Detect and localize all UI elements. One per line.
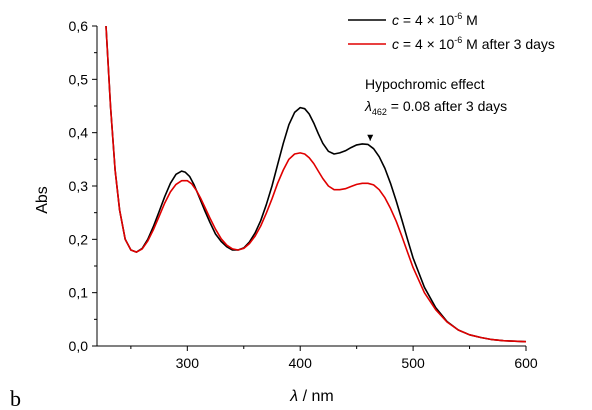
legend-exponent: -6 [454, 35, 462, 45]
x-tick-label: 500 [401, 355, 425, 371]
annotation-subscript: 462 [372, 107, 387, 117]
x-tick-label: 300 [176, 355, 200, 371]
x-tick-label: 400 [289, 355, 313, 371]
legend-value: = 4 × 10 [399, 36, 454, 52]
legend-unit: M after 3 days [462, 36, 555, 52]
y-tick-label: 0,5 [69, 71, 89, 87]
x-axis-label: λ / nm [289, 388, 333, 405]
y-tick-label: 0,1 [69, 285, 89, 301]
annotation-detail: λ462 = 0.08 after 3 days [364, 98, 507, 117]
legend-value: = 4 × 10 [399, 12, 454, 28]
legend-label-2: c = 4 × 10-6 M after 3 days [392, 35, 555, 52]
series-group [105, 25, 527, 343]
ticks: 300 400 500 600 0,0 0,1 0,2 0,3 0,4 0,5 0,6 [69, 18, 538, 371]
legend-symbol: c [392, 12, 399, 28]
legend: c = 4 × 10-6 Mc = 4 × 10-6 M after 3 day… [348, 11, 555, 52]
y-tick-label: 0,4 [69, 125, 89, 141]
axes [96, 26, 526, 347]
annotation-arrow-head [367, 134, 374, 141]
series-line-2 [105, 25, 527, 343]
series-line-1 [105, 25, 527, 343]
legend-unit: M [462, 12, 478, 28]
x-tick-label: 600 [514, 355, 538, 371]
annotation-rest: = 0.08 after 3 days [387, 98, 507, 114]
annotation: Hypochromic effect λ462 = 0.08 after 3 da… [364, 76, 507, 141]
y-axis-label: Abs [34, 186, 51, 214]
x-axis-unit: / nm [298, 388, 334, 405]
annotation-symbol: λ [364, 98, 372, 114]
y-tick-label: 0,2 [69, 231, 89, 247]
panel-label: b [10, 386, 21, 410]
y-tick-label: 0,3 [69, 178, 89, 194]
legend-label-1: c = 4 × 10-6 M [392, 11, 478, 28]
annotation-title: Hypochromic effect [365, 76, 485, 92]
y-tick-label: 0,6 [69, 18, 89, 34]
y-tick-label: 0,0 [69, 338, 89, 354]
legend-symbol: c [392, 36, 399, 52]
x-axis-symbol: λ [289, 388, 298, 405]
legend-exponent: -6 [454, 11, 462, 21]
